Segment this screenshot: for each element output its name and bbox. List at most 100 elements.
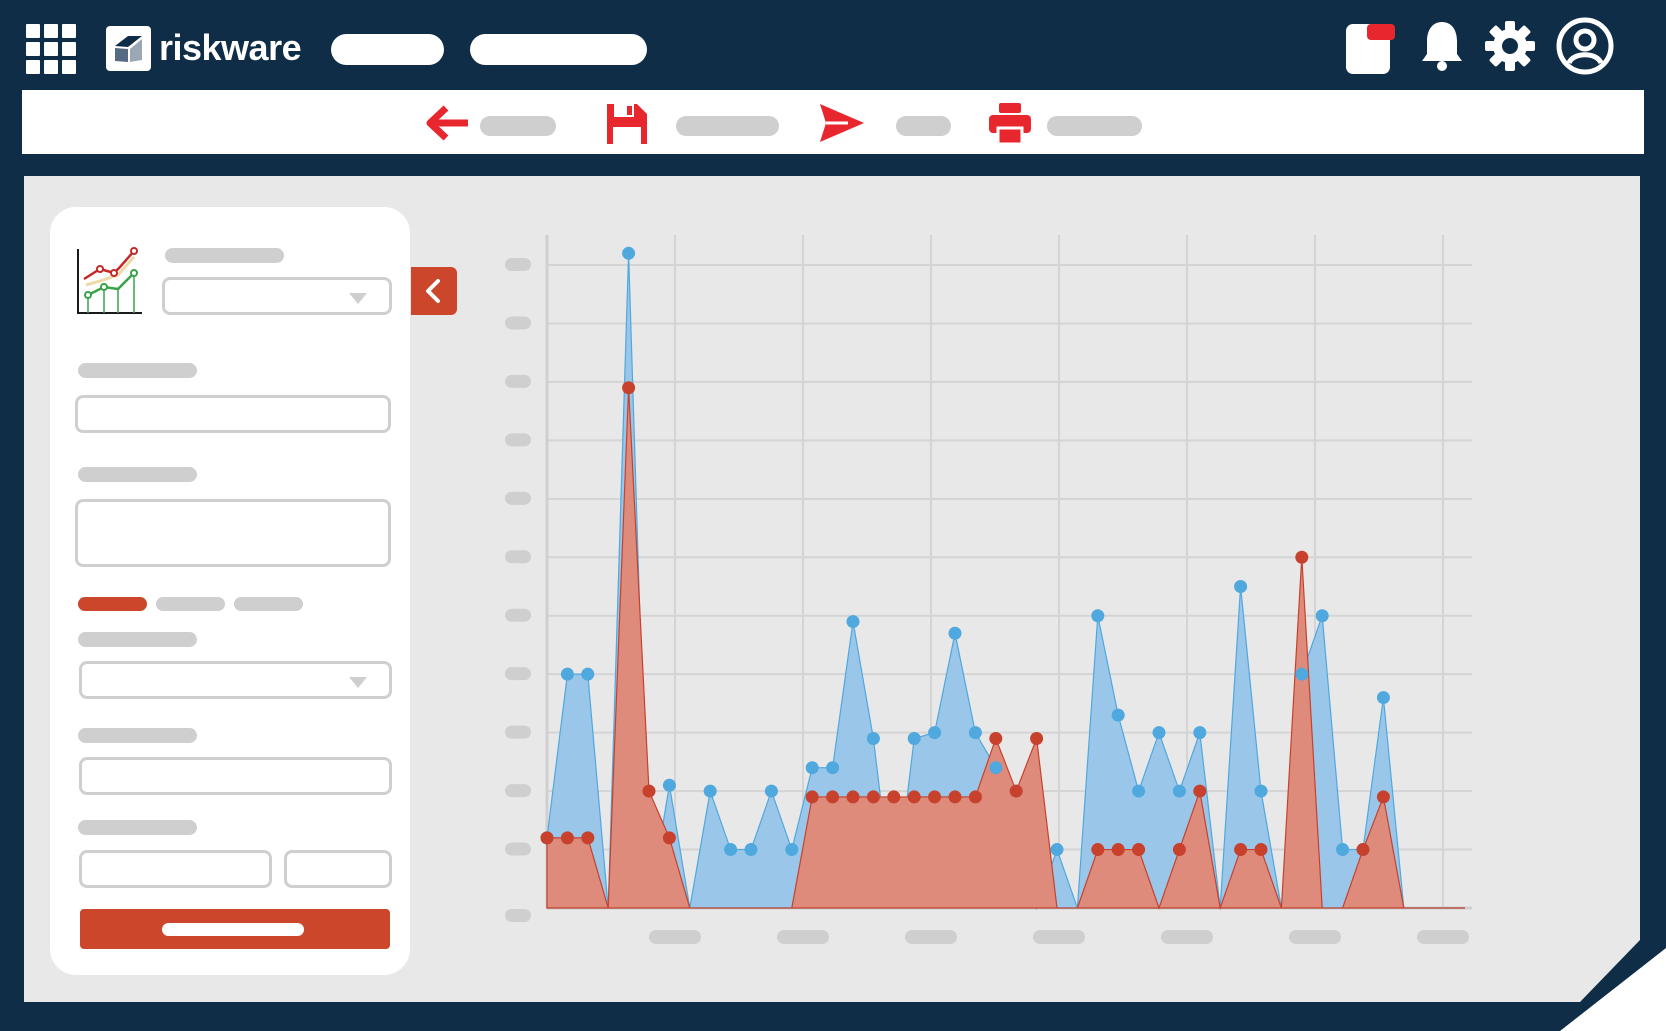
series-1-point: [1376, 691, 1390, 705]
series-1-point: [785, 843, 799, 857]
series-1-point: [989, 761, 1003, 775]
save-label[interactable]: [676, 116, 779, 136]
app-name: riskware: [159, 27, 302, 68]
y-tick-label: [505, 608, 531, 622]
series-1-point: [907, 731, 921, 745]
send-label[interactable]: [896, 116, 951, 136]
series-1-point: [1091, 609, 1105, 623]
save-icon[interactable]: [603, 100, 649, 146]
field-4-label: [78, 728, 197, 743]
series-1-point: [744, 843, 758, 857]
nav-pill-2[interactable]: [470, 34, 647, 65]
tab-1[interactable]: [78, 597, 147, 611]
tab-2[interactable]: [156, 597, 225, 611]
send-icon[interactable]: [818, 100, 864, 146]
gear-icon[interactable]: [1480, 16, 1540, 76]
print-label[interactable]: [1047, 116, 1142, 136]
y-tick-label: [505, 667, 531, 681]
series-1-point: [1234, 580, 1248, 593]
y-tick-label: [505, 725, 531, 739]
series-2-point: [866, 790, 880, 804]
series-1-point: [1193, 726, 1207, 740]
series-2-point: [1132, 843, 1146, 857]
series-1-point: [1152, 726, 1166, 740]
y-tick-label: [505, 784, 531, 798]
series-2-point: [846, 790, 860, 804]
series-2-point: [948, 790, 962, 804]
series-1-point: [805, 761, 819, 775]
x-tick-label: [777, 930, 829, 944]
tab-3[interactable]: [234, 597, 303, 611]
series-1-point: [662, 778, 676, 792]
y-tick-label: [505, 909, 531, 922]
series-1-point: [1336, 843, 1350, 857]
series-2-point: [989, 731, 1003, 745]
series-2-point: [1356, 843, 1370, 857]
series-1-point: [724, 843, 738, 857]
series-1-point: [581, 667, 595, 681]
chevron-left-icon: [426, 279, 440, 303]
collapse-panel-button[interactable]: [411, 267, 457, 315]
series-2-point: [642, 784, 656, 798]
back-label[interactable]: [480, 116, 556, 136]
series-2-point: [928, 790, 942, 804]
x-tick-label: [1417, 930, 1469, 944]
series-2-point: [1376, 790, 1390, 804]
series-1-point: [866, 731, 880, 745]
x-tick-label: [1289, 930, 1341, 944]
field-2-textarea[interactable]: [75, 499, 391, 567]
series-2-area: [546, 387, 1465, 911]
submit-label: [162, 923, 304, 936]
series-1-point: [826, 761, 840, 775]
bell-icon[interactable]: [1412, 16, 1472, 76]
series-2-point: [622, 381, 636, 395]
x-tick-label: [905, 930, 957, 944]
series-1-point: [1050, 843, 1064, 857]
toolbar: [22, 90, 1644, 154]
notification-card-icon[interactable]: [1336, 16, 1396, 76]
series-1-point: [948, 626, 962, 640]
series-2-point: [968, 790, 982, 804]
y-tick-label: [505, 374, 531, 388]
y-tick-label: [505, 842, 531, 856]
series-1-point: [560, 667, 574, 681]
field-5-input-b[interactable]: [284, 850, 392, 888]
field-3-label: [78, 632, 197, 647]
line-chart-icon: [74, 245, 144, 315]
back-arrow-icon[interactable]: [424, 100, 470, 146]
settings-panel: [50, 207, 410, 975]
series-1-point: [1111, 708, 1125, 722]
series-2-point: [1030, 731, 1044, 745]
series-1-point: [1315, 609, 1329, 623]
chart-type-dropdown[interactable]: [162, 277, 392, 315]
user-avatar-icon[interactable]: [1555, 16, 1615, 76]
field-1-input[interactable]: [75, 395, 391, 433]
series-1-point: [1172, 784, 1186, 798]
field-4-input[interactable]: [79, 757, 392, 795]
series-1-point: [1295, 667, 1309, 681]
series-2-point: [1111, 843, 1125, 857]
series-2-point: [1172, 843, 1186, 857]
series-2-point: [1254, 843, 1268, 857]
series-1-point: [703, 784, 717, 798]
series-2-point: [581, 831, 595, 845]
y-tick-label: [505, 316, 531, 330]
series-1-point: [1132, 784, 1146, 798]
series-1-point: [928, 726, 942, 740]
submit-button[interactable]: [80, 909, 390, 949]
y-tick-label: [505, 433, 531, 447]
series-1-point: [1254, 784, 1268, 798]
field-5-input-a[interactable]: [79, 850, 272, 888]
series-2-point: [907, 790, 921, 804]
field-5-label: [78, 820, 197, 835]
grid-icon[interactable]: [26, 24, 76, 74]
series-2-point: [1009, 784, 1023, 798]
series-2-point: [1091, 843, 1105, 857]
series-2-point: [662, 831, 676, 845]
print-icon[interactable]: [987, 100, 1033, 146]
nav-pill-1[interactable]: [331, 34, 444, 65]
series-1-point: [622, 246, 636, 260]
y-tick-label: [505, 258, 531, 271]
chevron-down-icon: [349, 293, 367, 304]
field-3-dropdown[interactable]: [79, 661, 392, 699]
